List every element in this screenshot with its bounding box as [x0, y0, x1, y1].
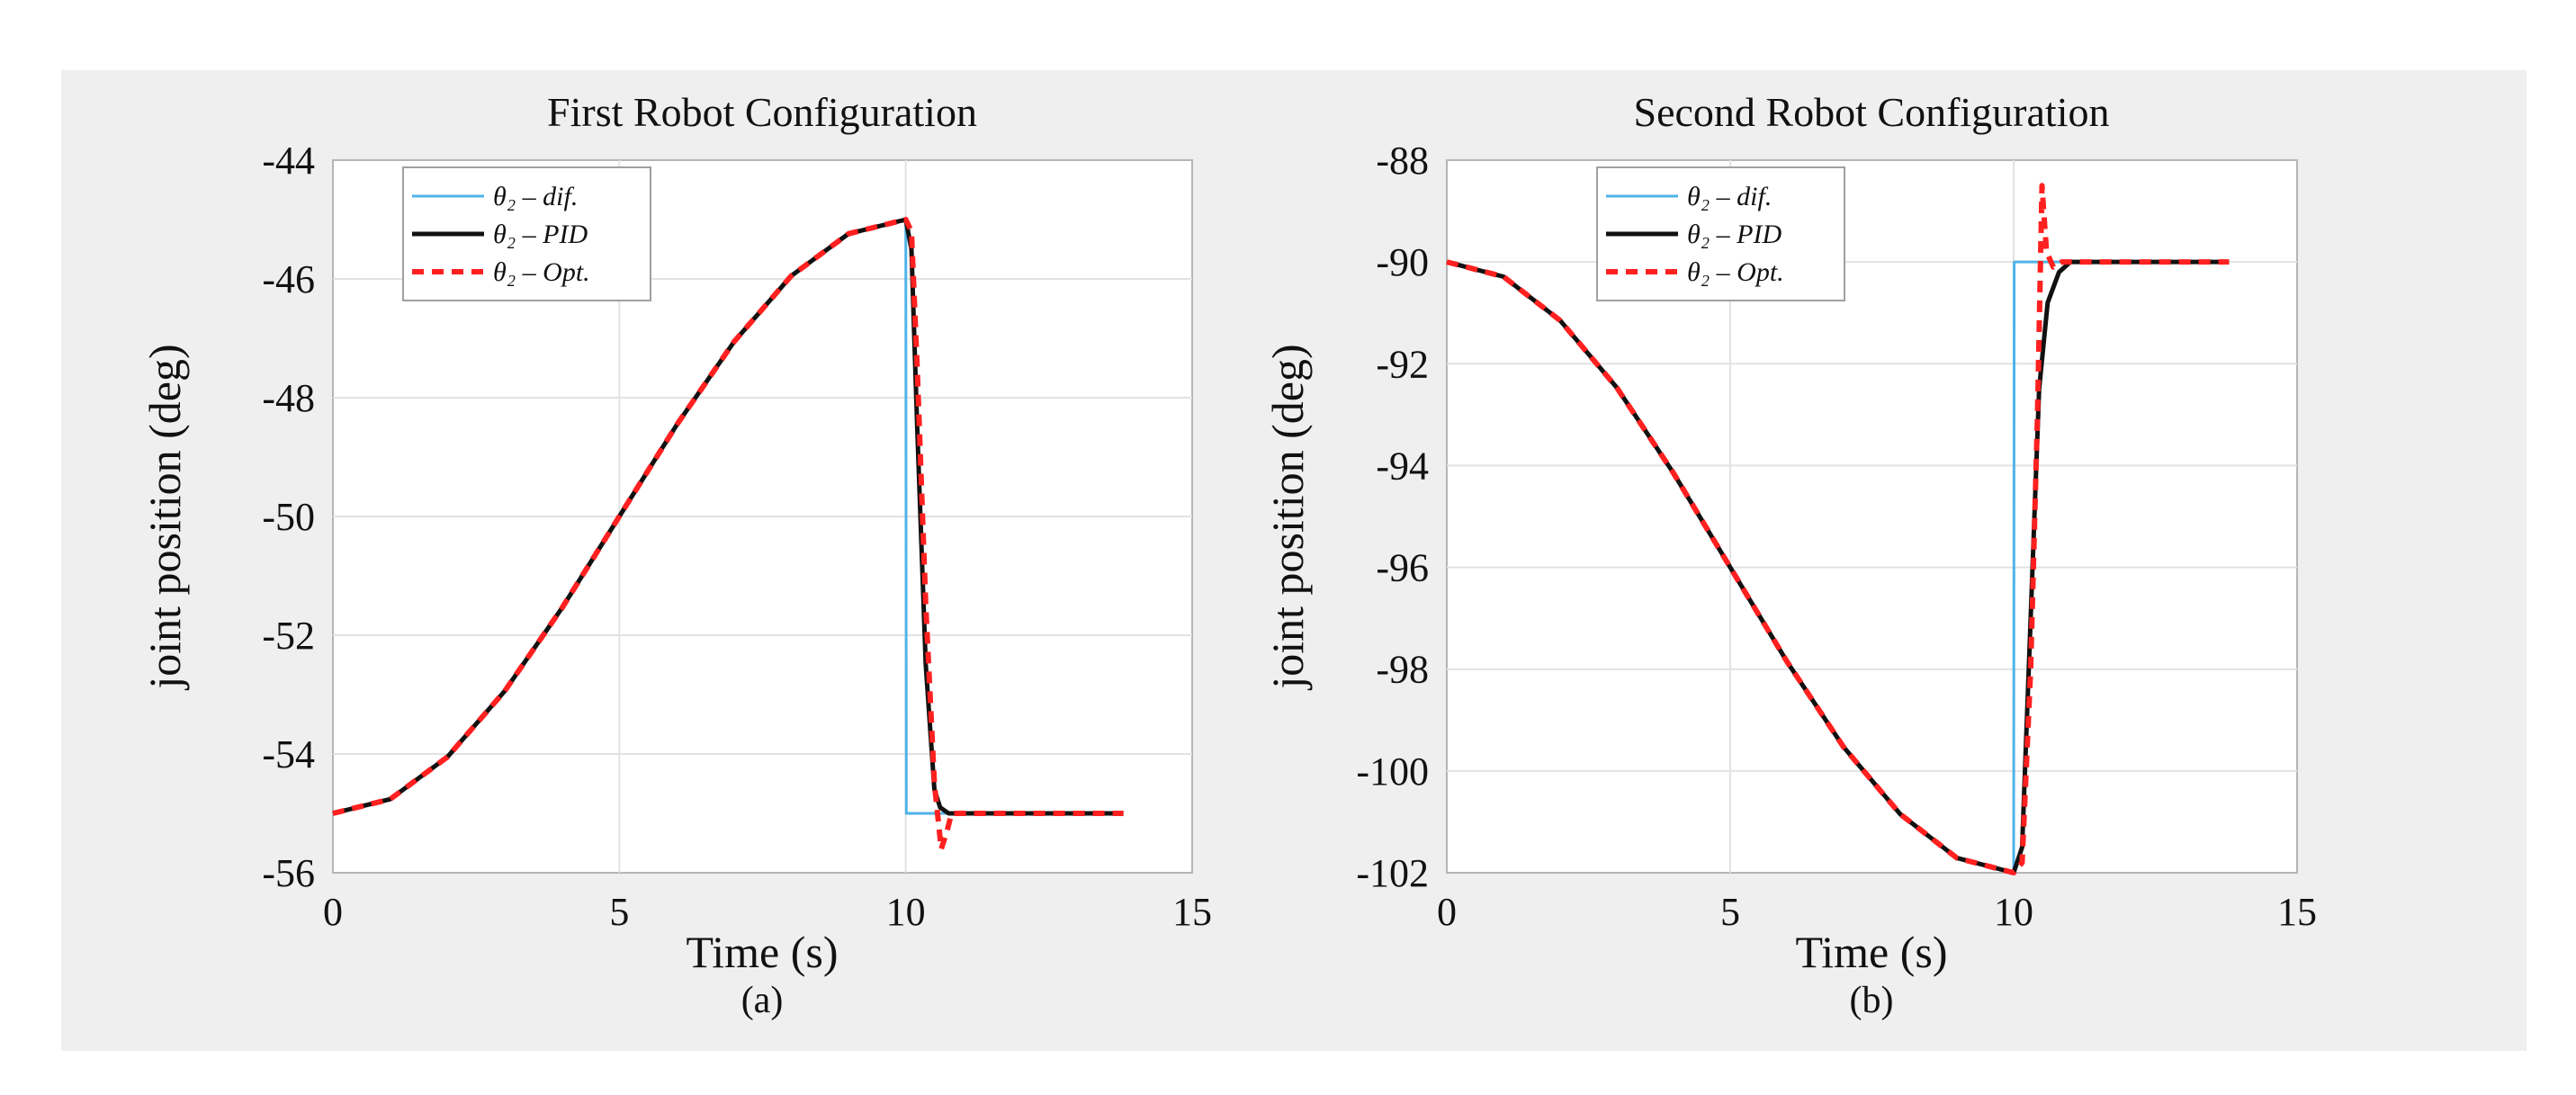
y-tick-label-b-4: -94 [1376, 444, 1429, 488]
series-group-b [1446, 183, 2230, 875]
legend-entry-a-2: θ₂ – Opt. [493, 257, 590, 287]
legend-entry-b-1: θ₂ – PID [1687, 220, 1782, 249]
x-tick-label-b-3: 15 [2277, 890, 2317, 934]
y-tick-label-a-4: -48 [262, 376, 315, 420]
legend-entry-a-1: θ₂ – PID [493, 220, 588, 249]
series-group-a [332, 217, 1124, 852]
legend-entry-b-0: θ₂ – dif. [1687, 182, 1772, 211]
x-axis-label-a: Time (s) [686, 927, 838, 977]
legend-b: θ₂ – dif. θ₂ – PID θ₂ – Opt. [1596, 166, 1845, 301]
x-tick-label-b-2: 10 [1994, 890, 2033, 934]
chart-title-b: Second Robot Configuration [1634, 89, 2110, 135]
legend-entry-b-2: θ₂ – Opt. [1687, 257, 1784, 287]
chart-panel-a: 0 5 10 15 -56 -54 -52 -50 -48 -46 -44 First Robot … [139, 89, 1212, 1021]
x-tick-label-a-3: 15 [1172, 890, 1212, 934]
chart-title-a: First Robot Configuration [547, 89, 977, 135]
y-tick-label-b-1: -100 [1356, 749, 1429, 794]
x-tick-label-a-2: 10 [886, 890, 926, 934]
y-tick-label-b-2: -98 [1376, 648, 1429, 692]
y-axis-label-b: joint position (deg) [1262, 344, 1313, 690]
y-tick-label-b-3: -96 [1376, 546, 1429, 590]
y-tick-label-b-5: -92 [1376, 342, 1429, 386]
tick-labels-a: 0 5 10 15 -56 -54 -52 -50 -48 -46 -44 [262, 139, 1212, 934]
series-line-a-2 [332, 217, 1124, 852]
series-line-b-2 [1446, 183, 2230, 875]
y-tick-label-a-6: -44 [262, 139, 315, 183]
legend-box-b [1596, 166, 1845, 301]
tick-labels-b: 0 5 10 15 -102 -100 -98 -96 -94 -92 -90 -88 [1356, 139, 2317, 934]
chart-panel-b: 0 5 10 15 -102 -100 -98 -96 -94 -92 -90 -88 Second … [1262, 89, 2317, 1021]
x-tick-label-b-0: 0 [1437, 890, 1457, 934]
x-tick-label-b-1: 5 [1720, 890, 1740, 934]
y-axis-label-a: joint position (deg) [139, 344, 190, 690]
x-tick-label-a-0: 0 [323, 890, 343, 934]
y-tick-label-b-0: -102 [1356, 851, 1429, 895]
plot-area-b [1446, 159, 2298, 874]
legend-a: θ₂ – dif. θ₂ – PID θ₂ – Opt. [402, 166, 651, 301]
y-tick-label-b-6: -90 [1376, 240, 1429, 284]
y-tick-label-a-5: -46 [262, 257, 315, 301]
y-tick-label-a-1: -54 [262, 732, 315, 776]
panel-label-a: (a) [741, 980, 784, 1021]
x-tick-label-a-1: 5 [609, 890, 629, 934]
y-tick-label-a-2: -52 [262, 614, 315, 658]
panel-label-b: (b) [1850, 980, 1894, 1021]
x-axis-label-b: Time (s) [1795, 927, 1947, 977]
y-tick-label-b-7: -88 [1376, 139, 1429, 183]
y-tick-label-a-3: -50 [262, 495, 315, 539]
y-tick-label-a-0: -56 [262, 851, 315, 895]
legend-entry-a-0: θ₂ – dif. [493, 182, 578, 211]
